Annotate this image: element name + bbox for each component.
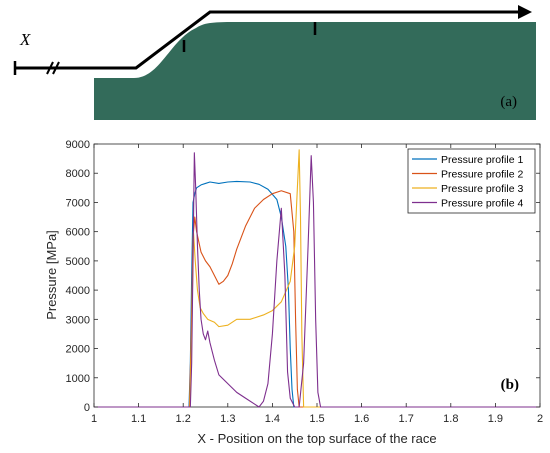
x-tick-label: 1.6 bbox=[354, 413, 369, 425]
y-tick-label: 4000 bbox=[66, 285, 90, 297]
y-tick-label: 7000 bbox=[66, 197, 90, 209]
x-ticks-group: 1 1.1 1.2 1.3 1.4 1.5 1.6 1.7 1.8 1.9 2 bbox=[91, 144, 543, 425]
x-tick-label: 1.5 bbox=[309, 413, 324, 425]
plot-series-group bbox=[94, 149, 540, 408]
y-tick-label: 6000 bbox=[66, 227, 90, 239]
series-line-1 bbox=[94, 180, 540, 408]
legend-label-2: Pressure profile 2 bbox=[441, 169, 523, 181]
y-tick-label: 1000 bbox=[66, 373, 90, 385]
x-tick-label: 2 bbox=[537, 413, 543, 425]
axis-break-mark-1 bbox=[46, 61, 54, 75]
y-axis-title: Pressure [MPa] bbox=[44, 230, 59, 320]
x-tick-label: 1.4 bbox=[265, 413, 280, 425]
legend-label-3: Pressure profile 3 bbox=[441, 183, 523, 195]
y-tick-label: 8000 bbox=[66, 168, 90, 180]
legend-label-1: Pressure profile 1 bbox=[441, 154, 523, 166]
chart-legend: Pressure profile 1 Pressure profile 2 Pres… bbox=[407, 148, 536, 214]
panel-a: X (a) bbox=[13, 5, 536, 120]
x-axis-title: X - Position on the top surface of the r… bbox=[197, 431, 436, 446]
series-line-4 bbox=[94, 152, 540, 408]
x-tick-label: 1.8 bbox=[443, 413, 458, 425]
legend-label-4: Pressure profile 4 bbox=[441, 198, 523, 210]
x-tick-label: 1.9 bbox=[488, 413, 503, 425]
contact-path-line bbox=[15, 10, 520, 70]
panel-b-chart: 1 1.1 1.2 1.3 1.4 1.5 1.6 1.7 1.8 1.9 2 0 1000 2000 3… bbox=[44, 139, 543, 446]
x-tick-label: 1 bbox=[91, 413, 97, 425]
y-ticks-group: 0 1000 2000 3000 4000 5000 6000 7000 8000 9000 bbox=[66, 139, 540, 414]
x-tick-label: 1.7 bbox=[399, 413, 414, 425]
series-line-3 bbox=[94, 149, 540, 408]
axis-break-mark-2 bbox=[52, 61, 60, 75]
panel-a-label: (a) bbox=[500, 94, 517, 110]
panel-b-label: (b) bbox=[501, 377, 519, 393]
race-profile-shape bbox=[94, 22, 536, 120]
series-line-2 bbox=[94, 190, 540, 408]
x-tick-label: 1.3 bbox=[220, 413, 235, 425]
x-axis-arrowhead bbox=[518, 5, 532, 19]
x-tick-label: 1.1 bbox=[131, 413, 146, 425]
y-tick-label: 0 bbox=[84, 402, 90, 414]
x-position-label: X bbox=[19, 30, 31, 49]
x-tick-label: 1.2 bbox=[176, 413, 191, 425]
y-tick-label: 9000 bbox=[66, 139, 90, 151]
y-tick-label: 5000 bbox=[66, 256, 90, 268]
y-tick-label: 2000 bbox=[66, 344, 90, 356]
y-tick-label: 3000 bbox=[66, 314, 90, 326]
